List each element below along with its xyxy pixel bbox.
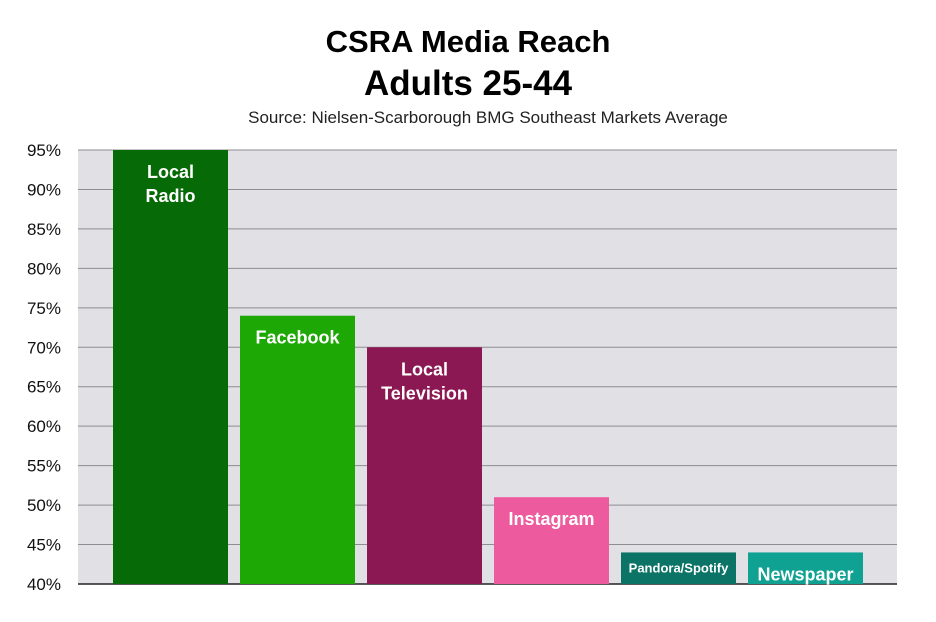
- y-tick-label: 95%: [27, 141, 61, 160]
- bar: [367, 347, 482, 584]
- bar-label: Newspaper: [757, 564, 853, 584]
- y-tick-label: 85%: [27, 220, 61, 239]
- y-tick-label: 60%: [27, 417, 61, 436]
- y-tick-label: 75%: [27, 299, 61, 318]
- y-tick-label: 55%: [27, 457, 61, 476]
- y-tick-label: 65%: [27, 378, 61, 397]
- y-tick-label: 70%: [27, 338, 61, 357]
- bar: [494, 497, 609, 584]
- chart-subtitle: Adults 25-44: [363, 64, 573, 103]
- bar: [113, 150, 228, 584]
- bar-label: Instagram: [508, 509, 594, 529]
- bar: [621, 552, 736, 584]
- chart-source-note: Source: Nielsen-Scarborough BMG Southeas…: [248, 108, 728, 127]
- bar-label: Facebook: [255, 328, 340, 348]
- bar-label: Local: [401, 359, 448, 379]
- bar-label: Pandora/Spotify: [629, 560, 729, 575]
- y-tick-label: 80%: [27, 259, 61, 278]
- y-tick-label: 40%: [27, 575, 61, 594]
- bar: [748, 552, 863, 584]
- bar-label: Radio: [145, 186, 195, 206]
- bar: [240, 315, 355, 584]
- bar-label: Television: [381, 383, 468, 403]
- y-tick-label: 90%: [27, 180, 61, 199]
- y-tick-label: 50%: [27, 496, 61, 515]
- y-tick-label: 45%: [27, 536, 61, 555]
- bar-label: Local: [147, 162, 194, 182]
- chart-title: CSRA Media Reach: [325, 24, 611, 59]
